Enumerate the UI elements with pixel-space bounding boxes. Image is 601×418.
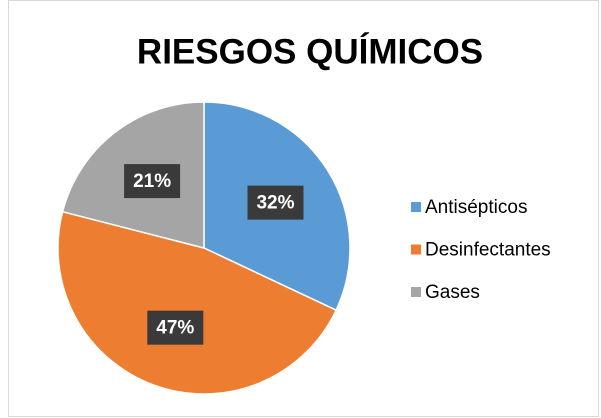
data-label: 21% (133, 171, 171, 192)
legend-swatch (411, 287, 421, 297)
pie-slice (57, 210, 338, 395)
data-label-box (124, 164, 181, 199)
data-label: 32% (256, 193, 294, 214)
legend-label: Gases (425, 282, 480, 303)
chart-title: RIESGOS QUÍMICOS (137, 31, 483, 71)
legend-label: Antisépticos (425, 197, 527, 218)
legend-label: Desinfectantes (425, 240, 551, 261)
data-label: 47% (156, 318, 194, 339)
legend-swatch (411, 202, 421, 212)
legend-swatch (411, 244, 421, 255)
data-label-box (147, 310, 204, 345)
data-label-box (247, 185, 304, 220)
